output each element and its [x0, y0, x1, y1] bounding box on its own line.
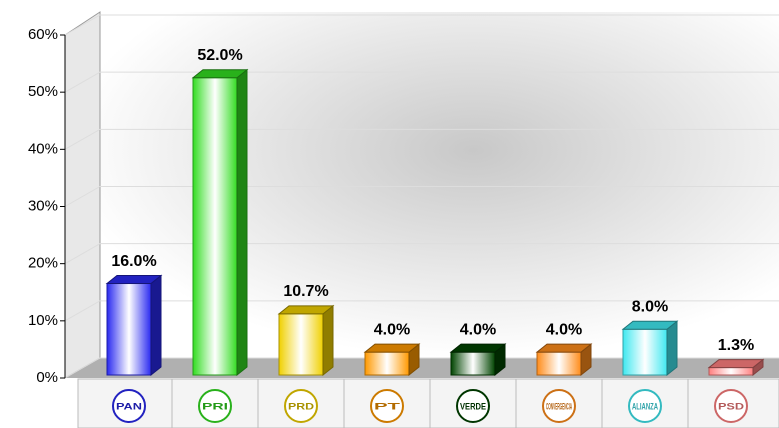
x-tick-label: PSD — [718, 401, 745, 411]
bar-top — [105, 275, 163, 285]
x-tick-label: PT — [374, 401, 401, 411]
bar — [278, 313, 324, 376]
x-tick-label: VERDE — [460, 401, 486, 411]
value-label: 4.0% — [374, 321, 410, 338]
bar-side — [150, 274, 162, 377]
grid-line — [64, 14, 779, 36]
bar-top — [277, 305, 335, 315]
value-label: 1.3% — [718, 337, 754, 354]
party-logo — [112, 389, 146, 423]
x-tick-label: ALIANZA — [632, 401, 658, 411]
x-tick-label: PRI — [202, 401, 228, 411]
y-tick-label: 40% — [28, 140, 58, 157]
bar — [192, 77, 238, 376]
bar — [364, 351, 410, 376]
y-tick-label: 10% — [28, 312, 58, 329]
bar — [106, 283, 152, 376]
grid-line — [64, 186, 779, 207]
party-logo — [198, 389, 232, 423]
value-label: 16.0% — [111, 253, 156, 270]
party-logo — [542, 389, 576, 423]
y-tick-label: 60% — [28, 26, 58, 43]
grid-line — [64, 128, 779, 150]
y-tick-label: 30% — [28, 197, 58, 214]
bar-top — [535, 343, 593, 353]
back-wall — [100, 12, 779, 358]
x-tick-label: CONVERGENCIA — [546, 401, 572, 411]
party-logo — [284, 389, 318, 423]
bar-side — [236, 68, 248, 377]
category-band — [77, 378, 779, 428]
party-logo — [370, 389, 404, 423]
bar-top — [621, 320, 679, 330]
side-wall — [64, 11, 101, 379]
y-tick-label: 50% — [28, 83, 58, 100]
grid-line — [64, 300, 779, 322]
y-tick-label: 0% — [36, 369, 58, 386]
value-label: 8.0% — [632, 298, 668, 315]
value-label: 52.0% — [197, 47, 242, 64]
grid-line — [64, 71, 779, 93]
value-label: 4.0% — [460, 321, 496, 338]
bar-side — [666, 320, 678, 377]
party-logo — [456, 389, 490, 423]
bar-top — [191, 69, 249, 79]
bar-top — [707, 359, 765, 369]
party-logo — [628, 389, 662, 423]
bar — [708, 367, 754, 376]
bar-top — [363, 343, 421, 353]
value-label: 10.7% — [283, 283, 328, 300]
x-tick-label: PAN — [116, 401, 142, 411]
grid-line — [64, 243, 779, 265]
bar — [622, 328, 668, 376]
bar — [536, 351, 582, 376]
value-label: 4.0% — [546, 321, 582, 338]
bar — [450, 351, 496, 376]
party-logo — [714, 389, 748, 423]
x-tick-label: PRD — [288, 401, 315, 411]
bar-top — [449, 343, 507, 353]
bar-side — [322, 304, 334, 377]
y-tick-label: 20% — [28, 255, 58, 272]
